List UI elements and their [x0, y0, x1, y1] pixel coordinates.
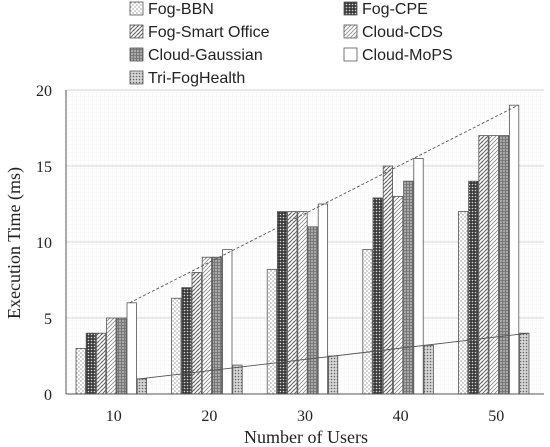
legend-label-fog-smart-office: Fog-Smart Office [148, 24, 270, 41]
legend-label-tri-foghealth: Tri-FogHealth [148, 70, 245, 87]
y-tick-label-1: 5 [44, 311, 52, 328]
legend-label-fog-bbn: Fog-BBN [148, 1, 214, 18]
bar-tri-foghealth-10 [136, 378, 147, 395]
x-tick-label-3: 40 [393, 408, 409, 425]
legend-swatch-cloud-cds [343, 24, 358, 39]
bar-fog-cpe-50 [468, 180, 479, 395]
bar-fog-smart-office-10 [96, 332, 107, 395]
bar-cloud-mops-30 [317, 203, 329, 395]
axes: 0 5 10 15 20 10 20 30 40 50 [36, 83, 544, 425]
legend-swatch-cloud-mops [343, 47, 358, 62]
bar-fog-smart-office-30 [287, 211, 298, 395]
bar-cloud-cds-20 [201, 256, 212, 395]
bar-fog-bbn-50 [457, 211, 469, 395]
bar-cloud-gaussian-30 [307, 226, 318, 395]
bar-cloud-cds-30 [297, 211, 308, 395]
bar-cloud-mops-50 [508, 104, 520, 395]
bar-fog-bbn-10 [75, 347, 86, 395]
bar-tri-foghealth-30 [327, 355, 339, 395]
bar-cloud-gaussian-20 [211, 256, 223, 395]
y-tick-label-4: 20 [36, 83, 52, 100]
bar-fog-cpe-30 [276, 211, 288, 395]
bar-fog-bbn-30 [266, 268, 278, 395]
legend-swatch-cloud-gaussian [129, 47, 144, 62]
bar-cloud-cds-10 [106, 317, 117, 395]
trendline-tri-foghealth [139, 332, 529, 380]
legend-swatch-fog-cpe [343, 1, 358, 16]
bar-fog-smart-office-50 [478, 135, 489, 395]
bar-fog-cpe-20 [181, 287, 192, 395]
x-axis-title: Number of Users [244, 427, 368, 447]
y-tick-label-0: 0 [44, 387, 52, 404]
x-tick-label-1: 20 [201, 408, 217, 425]
bar-tri-foghealth-50 [519, 332, 530, 395]
legend-label-cloud-mops: Cloud-MoPS [362, 47, 453, 64]
bar-fog-smart-office-40 [382, 165, 394, 395]
bar-fog-cpe-40 [372, 197, 383, 395]
legend-label-fog-cpe: Fog-CPE [362, 1, 428, 18]
legend: Fog-BBN Fog-CPE Fog-Smart Office Cloud-CDS C… [129, 1, 453, 87]
x-tick-label-0: 10 [106, 408, 122, 425]
y-tick-label-2: 10 [36, 235, 52, 252]
y-tick-label-3: 15 [36, 159, 52, 176]
bar-cloud-gaussian-10 [116, 317, 127, 395]
x-tick-label-2: 30 [297, 408, 313, 425]
bar-tri-foghealth-40 [423, 344, 434, 395]
y-axis-title: Execution Time (ms) [4, 167, 25, 319]
bar-cloud-mops-20 [222, 249, 233, 395]
bar-cloud-gaussian-40 [403, 180, 414, 395]
bar-fog-bbn-20 [171, 297, 182, 395]
bar-fog-bbn-40 [362, 249, 373, 395]
legend-label-cloud-gaussian: Cloud-Gaussian [148, 47, 263, 64]
bar-cloud-mops-10 [126, 302, 137, 395]
legend-swatch-tri-foghealth [129, 70, 144, 85]
bar-cloud-cds-40 [392, 195, 404, 395]
bar-fog-cpe-10 [85, 332, 96, 395]
bar-fog-smart-office-20 [191, 271, 202, 395]
legend-swatch-fog-smart-office [129, 24, 144, 39]
trendline-cloud-mops [129, 104, 519, 304]
bar-cloud-gaussian-50 [498, 135, 510, 395]
x-tick-label-4: 50 [488, 408, 504, 425]
bar-cloud-mops-40 [413, 157, 424, 395]
bar-cloud-cds-50 [488, 135, 499, 395]
trendlines [129, 104, 529, 380]
legend-swatch-fog-bbn [129, 1, 144, 16]
bar-tri-foghealth-20 [232, 364, 243, 395]
legend-label-cloud-cds: Cloud-CDS [362, 24, 443, 41]
